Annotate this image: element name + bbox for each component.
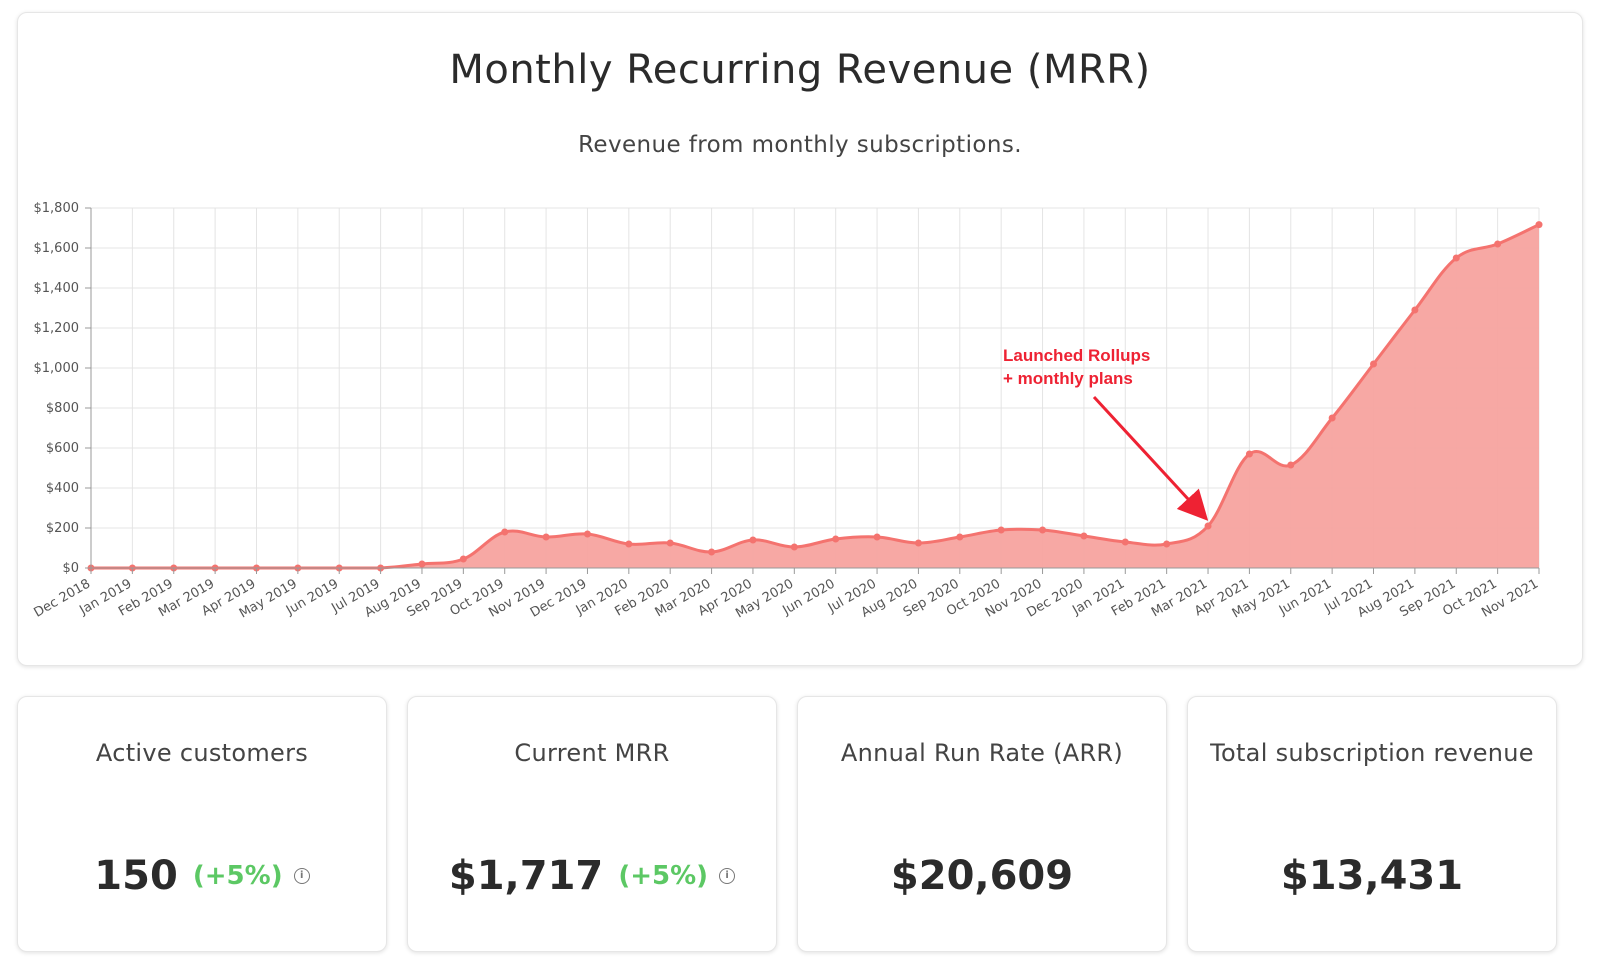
chart-subtitle: Revenue from monthly subscriptions.: [578, 132, 1022, 158]
stat-label: Total subscription revenue: [1210, 739, 1534, 767]
annotation-text-line-1: Launched Rollups: [1003, 346, 1150, 365]
data-point[interactable]: [956, 533, 964, 541]
y-tick-label: $400: [46, 481, 79, 496]
annotation-arrow: [1092, 395, 1209, 521]
data-point[interactable]: [459, 555, 467, 563]
data-point[interactable]: [501, 528, 509, 536]
data-point[interactable]: [1452, 254, 1460, 262]
stat-change: (+5%): [192, 861, 283, 891]
data-point[interactable]: [418, 560, 426, 568]
data-point[interactable]: [542, 533, 550, 541]
info-icon[interactable]: i: [293, 868, 310, 884]
info-icon[interactable]: i: [719, 868, 736, 884]
data-point[interactable]: [666, 539, 674, 547]
y-tick-label: $600: [46, 441, 79, 456]
data-point[interactable]: [1287, 461, 1295, 469]
stat-value: $1,717: [448, 853, 604, 899]
data-point[interactable]: [749, 536, 757, 544]
data-point[interactable]: [1535, 221, 1543, 229]
data-point[interactable]: [1494, 240, 1502, 248]
stat-value: $13,431: [1280, 853, 1464, 899]
data-point[interactable]: [1204, 522, 1212, 530]
stat-label: Current MRR: [514, 739, 670, 767]
stat-card-active-customers: Active customers 150 (+5%) i: [17, 696, 387, 952]
y-tick-label: $1,200: [34, 321, 80, 336]
data-point[interactable]: [1370, 360, 1378, 368]
stat-change: (+5%): [618, 861, 709, 891]
mrr-chart-card: Monthly Recurring Revenue (MRR) Revenue …: [17, 12, 1583, 666]
data-point[interactable]: [1328, 414, 1336, 422]
data-point[interactable]: [997, 526, 1005, 534]
data-point[interactable]: [583, 530, 591, 538]
stat-card-total-revenue: Total subscription revenue $13,431: [1187, 696, 1557, 952]
stat-card-current-mrr: Current MRR $1,717 (+5%) i: [407, 696, 777, 952]
mrr-area-chart: $0 $200 $400 $600 $800 $1,000 $1,200 $1,400 $1,6…: [31, 201, 1543, 622]
data-point[interactable]: [790, 543, 798, 551]
y-tick-label: $1,600: [34, 241, 80, 256]
stat-value: $20,609: [890, 853, 1074, 899]
data-point[interactable]: [1121, 538, 1129, 546]
data-point[interactable]: [1411, 306, 1419, 314]
y-tick-label: $1,800: [34, 201, 80, 216]
data-point[interactable]: [1039, 526, 1047, 534]
y-tick-label: $0: [62, 561, 79, 576]
annotation-text-line-2: + monthly plans: [1003, 369, 1133, 388]
data-point[interactable]: [708, 548, 716, 556]
stat-card-arr: Annual Run Rate (ARR) $20,609: [797, 696, 1167, 952]
data-point[interactable]: [1245, 450, 1253, 458]
stat-label: Active customers: [95, 739, 309, 767]
stat-label: Annual Run Rate (ARR): [840, 739, 1124, 767]
data-point[interactable]: [1080, 532, 1088, 540]
y-tick-label: $1,000: [34, 361, 80, 376]
y-tick-label: $200: [46, 521, 79, 536]
chart-title: Monthly Recurring Revenue (MRR): [449, 47, 1151, 93]
data-point[interactable]: [1163, 540, 1171, 548]
mrr-area-fill: [91, 224, 1539, 568]
data-point[interactable]: [873, 533, 881, 541]
data-point[interactable]: [832, 535, 840, 543]
y-tick-label: $800: [46, 401, 79, 416]
data-point[interactable]: [914, 539, 922, 547]
data-point[interactable]: [625, 540, 633, 548]
stat-value: 150: [94, 853, 178, 899]
y-tick-label: $1,400: [34, 281, 80, 296]
